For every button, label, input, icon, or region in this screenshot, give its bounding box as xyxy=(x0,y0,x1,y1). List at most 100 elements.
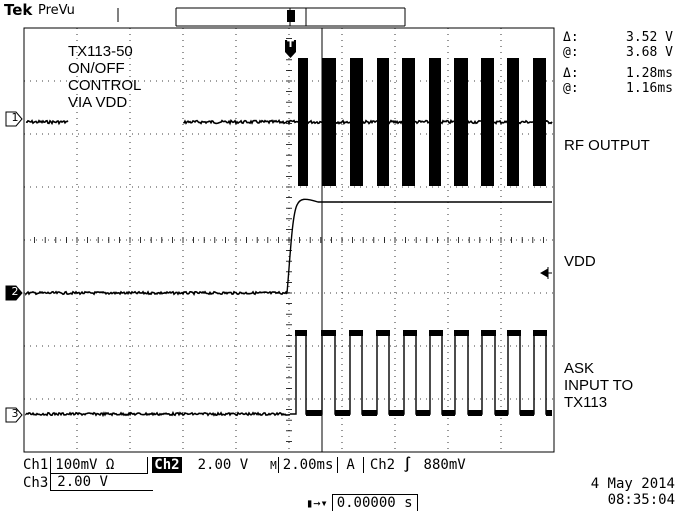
ch1-scale[interactable]: 100mV Ω xyxy=(50,456,149,474)
ch2-label[interactable]: Ch2 xyxy=(152,457,182,473)
annotation-line-2: ON/OFF xyxy=(68,60,125,77)
ask-label-line-3: TX113 xyxy=(564,394,608,411)
status-row-2: Ch3 2.00 V xyxy=(23,474,154,491)
trigger-to-position-icon: ▮→▾ xyxy=(306,495,328,510)
rf-burst xyxy=(298,58,308,186)
ask-pulse-bottom xyxy=(546,410,552,416)
ask-label-line-2: INPUT TO xyxy=(564,377,634,394)
timebase-value[interactable]: 2.00ms xyxy=(277,457,339,473)
ch1-label[interactable]: Ch1 xyxy=(23,457,49,473)
ask-pulse-top xyxy=(533,330,547,336)
ask-pulse-bottom xyxy=(389,410,404,416)
ask-pulse-bottom xyxy=(495,410,508,416)
delta-t-symbol: Δ: xyxy=(563,66,579,81)
ch1-baseline-segment xyxy=(545,119,553,125)
ask-pulse-top xyxy=(376,330,390,336)
rf-burst xyxy=(350,58,363,186)
ch1-baseline-segment xyxy=(518,119,534,125)
delta-v-symbol: Δ: xyxy=(563,30,579,45)
ch2-marker-label: 2 xyxy=(11,285,19,298)
ch3-ask-low xyxy=(25,410,291,418)
ask-pulse-top xyxy=(429,330,443,336)
ch1-baseline-segment xyxy=(362,119,378,125)
position-readout: ▮→▾ 0.00000 s xyxy=(306,494,418,511)
ask-pulse-bottom xyxy=(362,410,377,416)
ch3-marker-label: 3 xyxy=(11,407,19,420)
at-t-value: 1.16ms xyxy=(626,81,673,96)
brand-label: Tek xyxy=(4,1,33,19)
ask-pulse-top xyxy=(295,330,307,336)
annotation-line-1: TX113-50 xyxy=(68,43,133,60)
ch2-vdd-rise xyxy=(286,198,552,294)
record-view-bar xyxy=(117,7,406,27)
rf-burst xyxy=(481,58,494,186)
ch1-baseline-segment xyxy=(440,118,455,125)
ask-pulse-bottom xyxy=(335,410,350,416)
ask-pulse-top xyxy=(507,330,521,336)
rf-output-label: RF OUTPUT xyxy=(564,137,650,154)
rf-burst xyxy=(507,58,519,186)
delta-t-value: 1.28ms xyxy=(626,66,673,81)
ask-pulse-bottom xyxy=(306,410,322,416)
ask-pulse-bottom xyxy=(442,410,455,416)
ch1-baseline-segment xyxy=(467,118,482,125)
date-label: 4 May 2014 xyxy=(590,476,675,492)
rf-burst xyxy=(322,58,336,186)
annotation-line-3: CONTROL xyxy=(68,77,142,94)
ask-pulse-bottom xyxy=(520,410,534,416)
cursor-readout: Δ: 3.52 V @: 3.68 V Δ: 1.28ms @: 1.16ms xyxy=(563,30,673,96)
ch1-baseline-segment xyxy=(183,118,289,126)
ask-pulse-top xyxy=(481,330,496,336)
rf-burst xyxy=(533,58,546,186)
graticule-grid xyxy=(23,27,555,453)
trigger-mode[interactable]: A xyxy=(346,457,355,473)
delta-v-value: 3.52 V xyxy=(626,30,673,45)
status-row-1: Ch1 100mV Ω Ch2 2.00 V M 2.00ms A Ch2 ∫ … xyxy=(23,456,563,474)
ch1-baseline-segment xyxy=(335,119,351,125)
ch2-ground-marker[interactable] xyxy=(5,285,23,301)
ask-pulse-top xyxy=(454,330,469,336)
at-v-value: 3.68 V xyxy=(626,45,673,60)
ch3-ground-marker[interactable] xyxy=(5,407,23,423)
trigger-marker-label: T xyxy=(287,39,294,50)
time-label: 08:35:04 xyxy=(607,492,675,508)
annotation-block: TX113-50 ON/OFF CONTROL VIA VDD xyxy=(68,43,141,111)
ch3-label[interactable]: Ch3 xyxy=(23,474,49,491)
at-v-symbol: @: xyxy=(563,45,579,60)
timebase-prefix: M xyxy=(270,458,277,472)
ch2-scale[interactable]: 2.00 V xyxy=(197,457,249,473)
datetime: 4 May 2014 08:35:04 xyxy=(580,476,675,508)
ch1-baseline-segment xyxy=(287,119,299,126)
rf-burst xyxy=(429,58,441,186)
ch1-ground-marker[interactable] xyxy=(5,111,23,127)
trigger-level-arrow-icon xyxy=(539,267,552,279)
acquisition-mode-label: PreVu xyxy=(38,3,75,18)
ch1-baseline-segment xyxy=(307,119,323,126)
ch1-baseline-segment xyxy=(388,119,403,126)
annotation-line-4: VIA VDD xyxy=(68,94,128,111)
ask-label-line-1: ASK xyxy=(564,360,595,377)
ch2-vdd-low xyxy=(25,290,288,296)
ask-pulse-bottom xyxy=(468,410,482,416)
ch3-scale[interactable]: 2.00 V xyxy=(50,474,154,491)
at-t-symbol: @: xyxy=(563,81,579,96)
waveform-traces xyxy=(25,58,553,418)
ch1-baseline-segment xyxy=(493,119,508,125)
trigger-level[interactable]: 880mV xyxy=(423,457,466,473)
vdd-label: VDD xyxy=(564,253,596,270)
position-value[interactable]: 0.00000 s xyxy=(331,494,418,511)
ch1-baseline-segment xyxy=(414,119,430,125)
ask-pulse-top xyxy=(321,330,336,336)
ask-pulse-bottom xyxy=(416,410,430,416)
trigger-slope-icon[interactable]: ∫ xyxy=(403,457,412,473)
rf-burst xyxy=(454,58,468,186)
ch1-marker-label: 1 xyxy=(11,111,19,124)
ask-pulse-top xyxy=(403,330,417,336)
rf-burst xyxy=(377,58,389,186)
ask-label-block: ASK INPUT TO TX113 xyxy=(564,360,633,411)
ask-pulse-top xyxy=(349,330,363,336)
trigger-position-marker[interactable] xyxy=(285,10,296,58)
trigger-source[interactable]: Ch2 xyxy=(362,457,395,473)
rf-burst xyxy=(402,58,415,186)
ch1-baseline-segment xyxy=(25,119,69,126)
